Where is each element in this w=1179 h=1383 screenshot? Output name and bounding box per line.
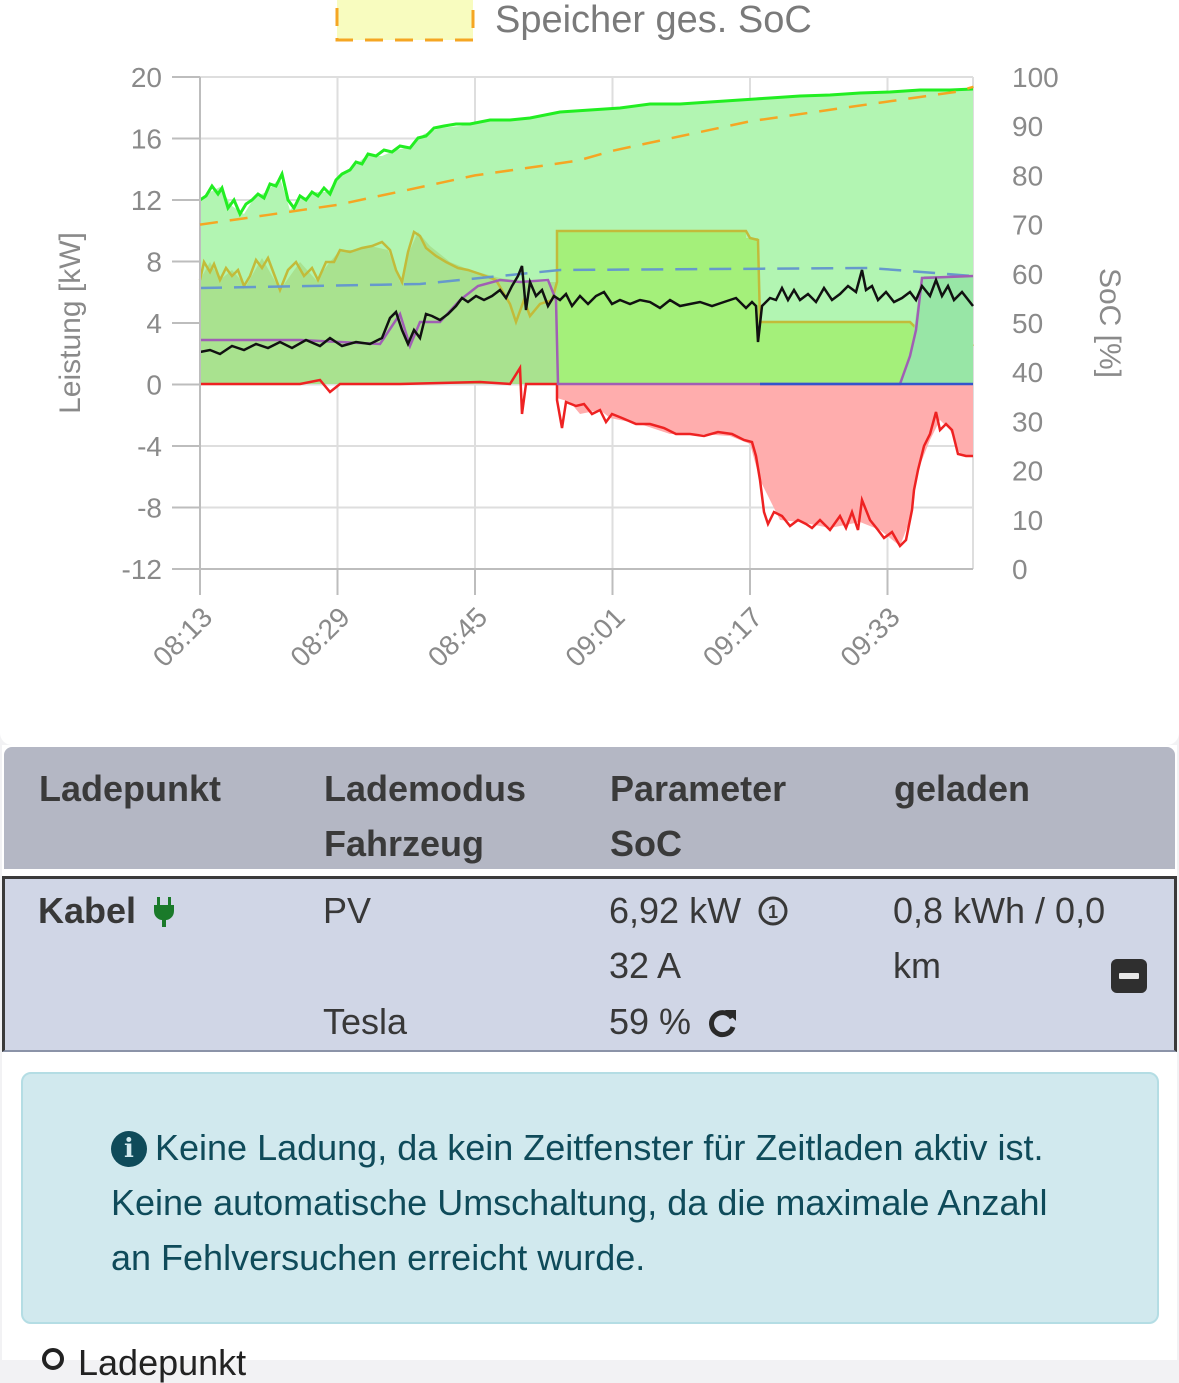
right-tick-label: 60 bbox=[1012, 259, 1043, 290]
right-tick-label: 20 bbox=[1012, 456, 1043, 487]
next-chargepoint-heading[interactable]: Ladepunkt bbox=[38, 1343, 246, 1383]
x-tick-label: 09:17 bbox=[697, 601, 768, 672]
vehicle-soc-value: 59 % bbox=[609, 1001, 692, 1042]
pv-line bbox=[199, 87, 974, 218]
left-tick-label: 4 bbox=[146, 308, 162, 339]
right-tick-label: 80 bbox=[1012, 160, 1043, 191]
charge-mode[interactable]: PV bbox=[323, 890, 372, 931]
x-tick-label: 08:13 bbox=[147, 601, 218, 672]
power-chart: Speicher ges. SoC 201612840-4-8-12100908… bbox=[54, 0, 1126, 673]
soc-series-line bbox=[199, 85, 974, 226]
chargepoint-name[interactable]: Kabel bbox=[38, 883, 176, 938]
refresh-icon[interactable] bbox=[705, 1006, 739, 1040]
right-tick-label: 70 bbox=[1012, 210, 1043, 241]
grid-export-area bbox=[557, 384, 973, 546]
legend-label-soc[interactable]: Speicher ges. SoC bbox=[495, 0, 812, 41]
chargepoint-name-label: Kabel bbox=[38, 890, 137, 931]
left-tick-label: -8 bbox=[137, 493, 162, 524]
left-tick-label: 8 bbox=[146, 247, 162, 278]
next-chargepoint-label: Ladepunkt bbox=[78, 1342, 247, 1383]
chargepoint-table: Ladepunkt Lademodus Fahrzeug Parameter S… bbox=[2, 745, 1177, 1383]
location-icon bbox=[42, 1348, 64, 1370]
right-tick-label: 10 bbox=[1012, 505, 1043, 536]
legend-swatch-soc[interactable] bbox=[335, 0, 475, 42]
vehicle-soc: 59 % bbox=[609, 994, 739, 1049]
left-tick-label: 20 bbox=[131, 62, 162, 93]
right-tick-label: 100 bbox=[1012, 62, 1059, 93]
info-alert: i Keine Ladung, da kein Zeitfenster für Z… bbox=[21, 1072, 1159, 1324]
table-row-chargepoint[interactable]: Kabel PV Tesla 6,92 kW 1 32 A 59 % 0,8 k… bbox=[2, 876, 1177, 1052]
info-alert-message: Keine Ladung, da kein Zeitfenster für Ze… bbox=[111, 1127, 1048, 1278]
left-tick-label: -12 bbox=[122, 554, 162, 585]
grid-line bbox=[200, 363, 973, 549]
right-tick-label: 50 bbox=[1012, 308, 1043, 339]
charge-power-value: 6,92 kW bbox=[609, 890, 742, 931]
table-header: Ladepunkt Lademodus Fahrzeug Parameter S… bbox=[4, 747, 1175, 869]
x-tick-label: 09:33 bbox=[834, 601, 905, 672]
charged-range-unit: km bbox=[893, 945, 941, 986]
header-lademodus: Lademodus Fahrzeug bbox=[324, 768, 527, 864]
info-alert-text: i Keine Ladung, da kein Zeitfenster für Z… bbox=[111, 1120, 1071, 1285]
right-tick-label: 0 bbox=[1012, 554, 1028, 585]
battery-line bbox=[200, 274, 974, 386]
charge-power: 6,92 kW 1 bbox=[609, 883, 789, 938]
right-tick-label: 30 bbox=[1012, 406, 1043, 437]
left-tick-label: 16 bbox=[131, 124, 162, 155]
x-tick-label: 08:45 bbox=[422, 601, 493, 672]
svg-text:1: 1 bbox=[768, 902, 778, 922]
right-axis-title: SoC [%] bbox=[1093, 268, 1126, 378]
x-tick-label: 08:29 bbox=[284, 601, 355, 672]
right-tick-label: 90 bbox=[1012, 111, 1043, 142]
header-geladen: geladen bbox=[894, 768, 1031, 809]
collapse-button[interactable] bbox=[1111, 959, 1147, 993]
left-axis-title: Leistung [kW] bbox=[54, 232, 87, 414]
right-tick-label: 40 bbox=[1012, 357, 1043, 388]
plug-icon bbox=[154, 897, 175, 927]
info-icon: i bbox=[111, 1131, 147, 1167]
charge-current: 32 A bbox=[609, 945, 682, 986]
header-parameter: Parameter SoC bbox=[610, 768, 787, 864]
vehicle-name[interactable]: Tesla bbox=[323, 1001, 408, 1042]
charge-line bbox=[198, 229, 974, 347]
x-tick-label: 09:01 bbox=[559, 601, 630, 672]
power-chart-card: Speicher ges. SoC 20 16 12 8 4 0 -4 -8 -12 100 90 8… bbox=[0, 0, 1179, 745]
header-ladepunkt: Ladepunkt bbox=[39, 768, 222, 809]
house-line bbox=[199, 265, 974, 356]
info-circle-icon[interactable]: 1 bbox=[757, 895, 789, 927]
left-tick-label: 0 bbox=[146, 370, 162, 401]
charged-energy: 0,8 kWh / 0,0 bbox=[893, 890, 1106, 931]
left-tick-label: 12 bbox=[131, 185, 162, 216]
left-tick-label: -4 bbox=[137, 431, 162, 462]
